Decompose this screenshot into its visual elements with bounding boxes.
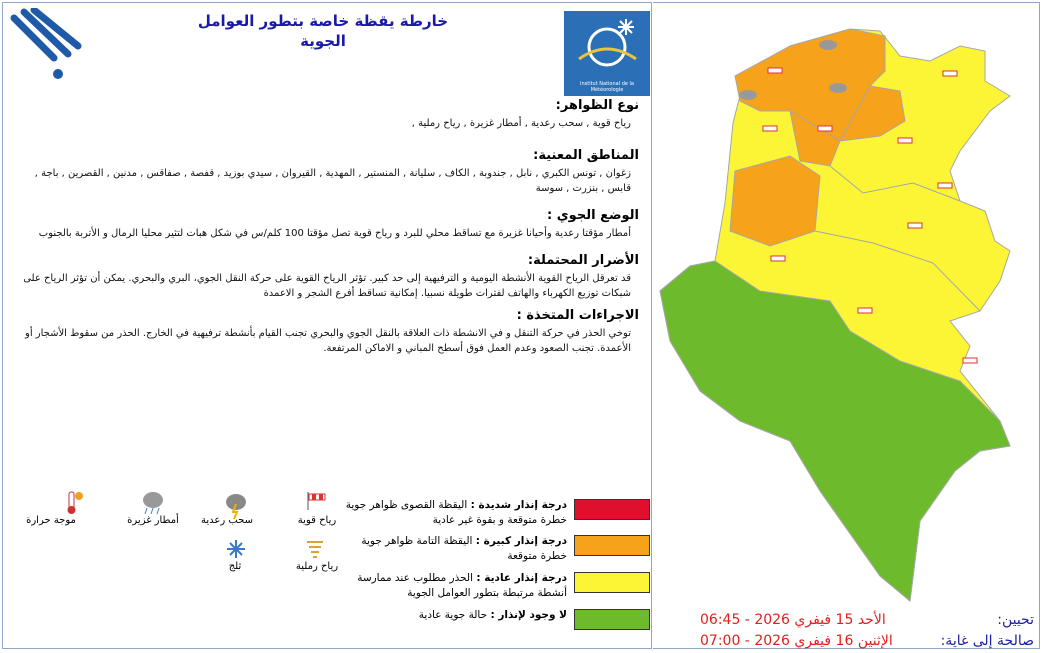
map-panel bbox=[653, 2, 1040, 649]
level-text: درجة إنذار عادية : الحذر مطلوب عند ممارس… bbox=[343, 571, 567, 601]
section-heading: الاجراءات المتخذة : bbox=[516, 308, 639, 323]
rain-icon bbox=[143, 492, 163, 515]
logo: Institut National de la Météorologie bbox=[564, 11, 650, 96]
level-swatch bbox=[574, 535, 650, 556]
level-description: اليقظة القصوى ظواهر جوية خطرة متوقعة و ب… bbox=[345, 499, 567, 526]
border bbox=[814, 230, 981, 312]
icon-legend-icons-row2 bbox=[227, 540, 323, 558]
section: الاجراءات المتخذة : توخي الحذر في حركة ال… bbox=[14, 308, 639, 356]
brand-mark bbox=[10, 8, 82, 79]
level-label: درجة إنذار عادية : bbox=[476, 572, 567, 584]
section-text: زغوان , تونس الكبري , نابل , جندوبة , ال… bbox=[34, 168, 631, 194]
icon-label: رياح قوية bbox=[297, 515, 337, 526]
section-text: أمطار مؤقتا رعدية وأحيانا غزيرة مع تساقط… bbox=[38, 228, 631, 239]
section-heading: الأضرار المحتملة: bbox=[527, 253, 639, 268]
heat-icon bbox=[67, 491, 83, 514]
valid-until-date: الإثنين 16 فيفري 2026 - 07:00 bbox=[700, 633, 893, 649]
level-swatch bbox=[574, 572, 650, 593]
section-heading: نوع الظواهر: bbox=[555, 98, 639, 113]
updated-date: الأحد 15 فيفري 2026 - 06:45 bbox=[700, 612, 886, 628]
map bbox=[659, 28, 1011, 602]
section-text: رياح قوية , سحب رعدية , أمطار غزيرة , ري… bbox=[411, 118, 631, 129]
info-panel: خارطة يقظة خاصة بتطور العوامل الجوية Ins… bbox=[2, 2, 652, 649]
valid-until-label: صالحة إلى غاية: bbox=[940, 633, 1034, 649]
level-description: اليقظة التامة ظواهر جوية خطرة متوقعة bbox=[361, 535, 567, 562]
level-text: درجة إنذار كبيرة : اليقظة التامة ظواهر ج… bbox=[343, 534, 567, 564]
wind-markers bbox=[739, 40, 978, 364]
icon-label: ثلج bbox=[228, 561, 242, 572]
icon-label: سحب رعدية bbox=[200, 515, 254, 526]
section: المناطق المعنية: زغوان , تونس الكبري , نا… bbox=[14, 148, 639, 196]
level-label: لا وجود لإنذار : bbox=[490, 609, 567, 621]
border bbox=[829, 165, 961, 202]
level-description: حالة جوية عادية bbox=[418, 609, 488, 621]
region-green bbox=[659, 260, 1011, 602]
storm-icon bbox=[226, 494, 246, 520]
level-swatch bbox=[574, 499, 650, 520]
updated-label: تحيين: bbox=[997, 612, 1034, 628]
icon-label: أمطار غزيرة bbox=[127, 515, 179, 526]
region-orange-west bbox=[729, 155, 821, 247]
title: خارطة يقظة خاصة بتطور العوامل الجوية bbox=[197, 12, 449, 50]
level-description: الحذر مطلوب عند ممارسة أنشطة مرتبطة بتطو… bbox=[357, 572, 567, 599]
level-label: درجة إنذار شديدة : bbox=[470, 499, 567, 511]
level-text: لا وجود لإنذار : حالة جوية عادية bbox=[343, 608, 567, 623]
section-heading: المناطق المعنية: bbox=[533, 148, 639, 163]
level-swatch bbox=[574, 609, 650, 630]
region-orange-north bbox=[734, 28, 906, 167]
section: نوع الظواهر: رياح قوية , سحب رعدية , أمطا… bbox=[14, 98, 639, 131]
section: الوضع الجوي : أمطار مؤقتا رعدية وأحيانا غ… bbox=[14, 208, 639, 241]
section-heading: الوضع الجوي : bbox=[547, 208, 639, 223]
section: الأضرار المحتملة: قد تعرقل الرياح القوية … bbox=[14, 253, 639, 301]
border bbox=[789, 85, 871, 142]
section-text: توخي الحذر في حركة التنقل و في الانشطة ذ… bbox=[24, 328, 631, 354]
level-label: درجة إنذار كبيرة : bbox=[475, 535, 567, 547]
level-text: درجة إنذار شديدة : اليقظة القصوى ظواهر ج… bbox=[343, 498, 567, 528]
icon-label: رياح رملية bbox=[295, 561, 339, 572]
logo-graphic bbox=[578, 19, 637, 67]
logo-text: Institut National de la Météorologie bbox=[580, 81, 634, 93]
sandstorm-icon bbox=[307, 541, 323, 558]
icon-legend-icons bbox=[67, 491, 326, 520]
wind-icon bbox=[307, 492, 326, 510]
snow-icon bbox=[227, 540, 245, 558]
icon-label: موجة حرارة bbox=[26, 515, 76, 526]
section-text: قد تعرقل الرياح القوية الأنشطة اليومية و… bbox=[23, 273, 631, 299]
